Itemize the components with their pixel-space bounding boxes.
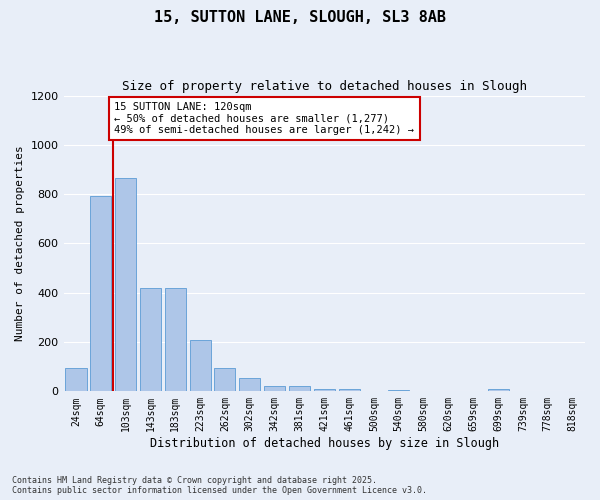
Y-axis label: Number of detached properties: Number of detached properties [15, 146, 25, 342]
Title: Size of property relative to detached houses in Slough: Size of property relative to detached ho… [122, 80, 527, 93]
Text: 15, SUTTON LANE, SLOUGH, SL3 8AB: 15, SUTTON LANE, SLOUGH, SL3 8AB [154, 10, 446, 25]
Bar [140, 288, 161, 392]
X-axis label: Distribution of detached houses by size in Slough: Distribution of detached houses by size … [150, 437, 499, 450]
Bar [289, 386, 310, 392]
Text: 15 SUTTON LANE: 120sqm
← 50% of detached houses are smaller (1,277)
49% of semi-: 15 SUTTON LANE: 120sqm ← 50% of detached… [115, 102, 415, 135]
Bar [264, 386, 285, 392]
Bar [65, 368, 86, 392]
Bar [488, 389, 509, 392]
Bar [338, 389, 359, 392]
Bar [115, 178, 136, 392]
Bar [214, 368, 235, 392]
Bar [190, 340, 211, 392]
Bar [239, 378, 260, 392]
Bar [90, 196, 112, 392]
Bar [165, 288, 186, 392]
Bar [314, 389, 335, 392]
Text: Contains HM Land Registry data © Crown copyright and database right 2025.
Contai: Contains HM Land Registry data © Crown c… [12, 476, 427, 495]
Bar [388, 390, 409, 392]
